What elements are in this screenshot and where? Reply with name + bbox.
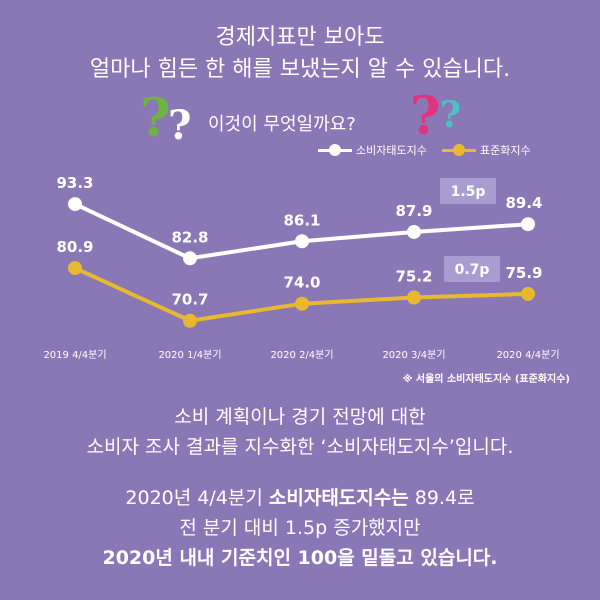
question-row: ? ? 이것이 무엇일까요? ? ? [0, 86, 600, 149]
headline-line2: 얼마나 힘든 한 해를 보냈는지 알 수 있습니다. [89, 57, 511, 82]
data-label-1-1: 70.7 [171, 291, 208, 309]
summary-line3: 2020년 내내 기준치인 100을 밑돌고 있습니다. [0, 543, 600, 573]
description: 소비 계획이나 경기 전망에 대한 소비자 조사 결과를 지수화한 ‘소비자태도… [0, 402, 600, 462]
white-question-mark-icon: ? [168, 102, 192, 149]
legend-item-series1: 소비자태도지수 [318, 142, 427, 158]
legend-label-series1: 소비자태도지수 [356, 144, 427, 157]
data-point-0-3 [407, 224, 421, 239]
green-question-mark-icon: ? [140, 88, 171, 149]
data-label-0-3: 87.9 [395, 202, 432, 220]
data-point-0-0 [68, 197, 82, 212]
data-label-1-2: 74.0 [283, 274, 320, 292]
description-line1: 소비 계획이나 경기 전망에 대한 [174, 406, 426, 428]
data-label-1-3: 75.2 [395, 268, 432, 286]
data-point-0-4 [521, 217, 535, 232]
line-chart: 1.5p 0.7p 93.3 82.8 86.1 87.9 89.4 80.9 70.7 74.0… [43, 174, 559, 361]
x-tick-label-1: 2020 1/4분기 [158, 349, 221, 361]
x-tick-label-4: 2020 4/4분기 [496, 349, 559, 361]
pink-question-mark-icon: ? [410, 86, 441, 147]
data-point-1-2 [295, 296, 309, 311]
legend-swatch-series2 [442, 143, 476, 157]
chart-note: ※ 서울의 소비자태도지수 (표준화지수) [402, 374, 570, 385]
data-label-1-0: 80.9 [56, 238, 93, 256]
description-line2: 소비자 조사 결과를 지수화한 ‘소비자태도지수’입니다. [86, 436, 514, 458]
headline-line1: 경제지표만 보아도 [215, 25, 385, 50]
summary-line1-a: 2020년 4/4분기 [125, 487, 269, 509]
annotation-label-1: 0.7p [455, 262, 490, 278]
summary-line1-d: 로 [457, 487, 475, 509]
annotation-box-0 [440, 178, 496, 204]
data-point-1-0 [68, 261, 82, 276]
x-tick-label-0: 2019 4/4분기 [43, 349, 106, 361]
x-tick-label-3: 2020 3/4분기 [382, 349, 445, 361]
legend-swatch-series1 [318, 143, 352, 157]
data-label-0-4: 89.4 [505, 194, 542, 212]
data-point-1-4 [521, 286, 535, 301]
summary-line1-c: 89.4 [408, 487, 458, 509]
annotation-box-1 [444, 256, 500, 282]
headline: 경제지표만 보아도 얼마나 힘든 한 해를 보냈는지 알 수 있습니다. [0, 22, 600, 86]
data-point-0-2 [295, 234, 309, 249]
teal-question-mark-icon: ? [440, 94, 462, 136]
data-label-0-1: 82.8 [171, 228, 208, 246]
legend-item-series2: 표준화지수 [442, 142, 531, 158]
annotation-label-0: 1.5p [451, 184, 486, 200]
data-label-0-0: 93.3 [56, 174, 93, 192]
data-point-1-3 [407, 290, 421, 305]
data-point-1-1 [183, 313, 197, 328]
summary-line1: 2020년 4/4분기 소비자태도지수는 89.4로 [0, 483, 600, 513]
summary-line2: 전 분기 대비 1.5p 증가했지만 [179, 517, 421, 539]
summary-line3-text: 2020년 내내 기준치인 100을 밑돌고 있습니다. [102, 547, 498, 569]
x-tick-label-2: 2020 2/4분기 [270, 349, 333, 361]
summary: 2020년 4/4분기 소비자태도지수는 89.4로 전 분기 대비 1.5p … [0, 483, 600, 573]
summary-line1-b: 소비자태도지수는 [268, 487, 409, 509]
legend-label-series2: 표준화지수 [480, 144, 531, 157]
data-label-1-4: 75.9 [505, 264, 542, 282]
question-text: 이것이 무엇일까요? [208, 114, 356, 135]
data-label-0-2: 86.1 [283, 211, 320, 229]
data-point-0-1 [183, 251, 197, 266]
